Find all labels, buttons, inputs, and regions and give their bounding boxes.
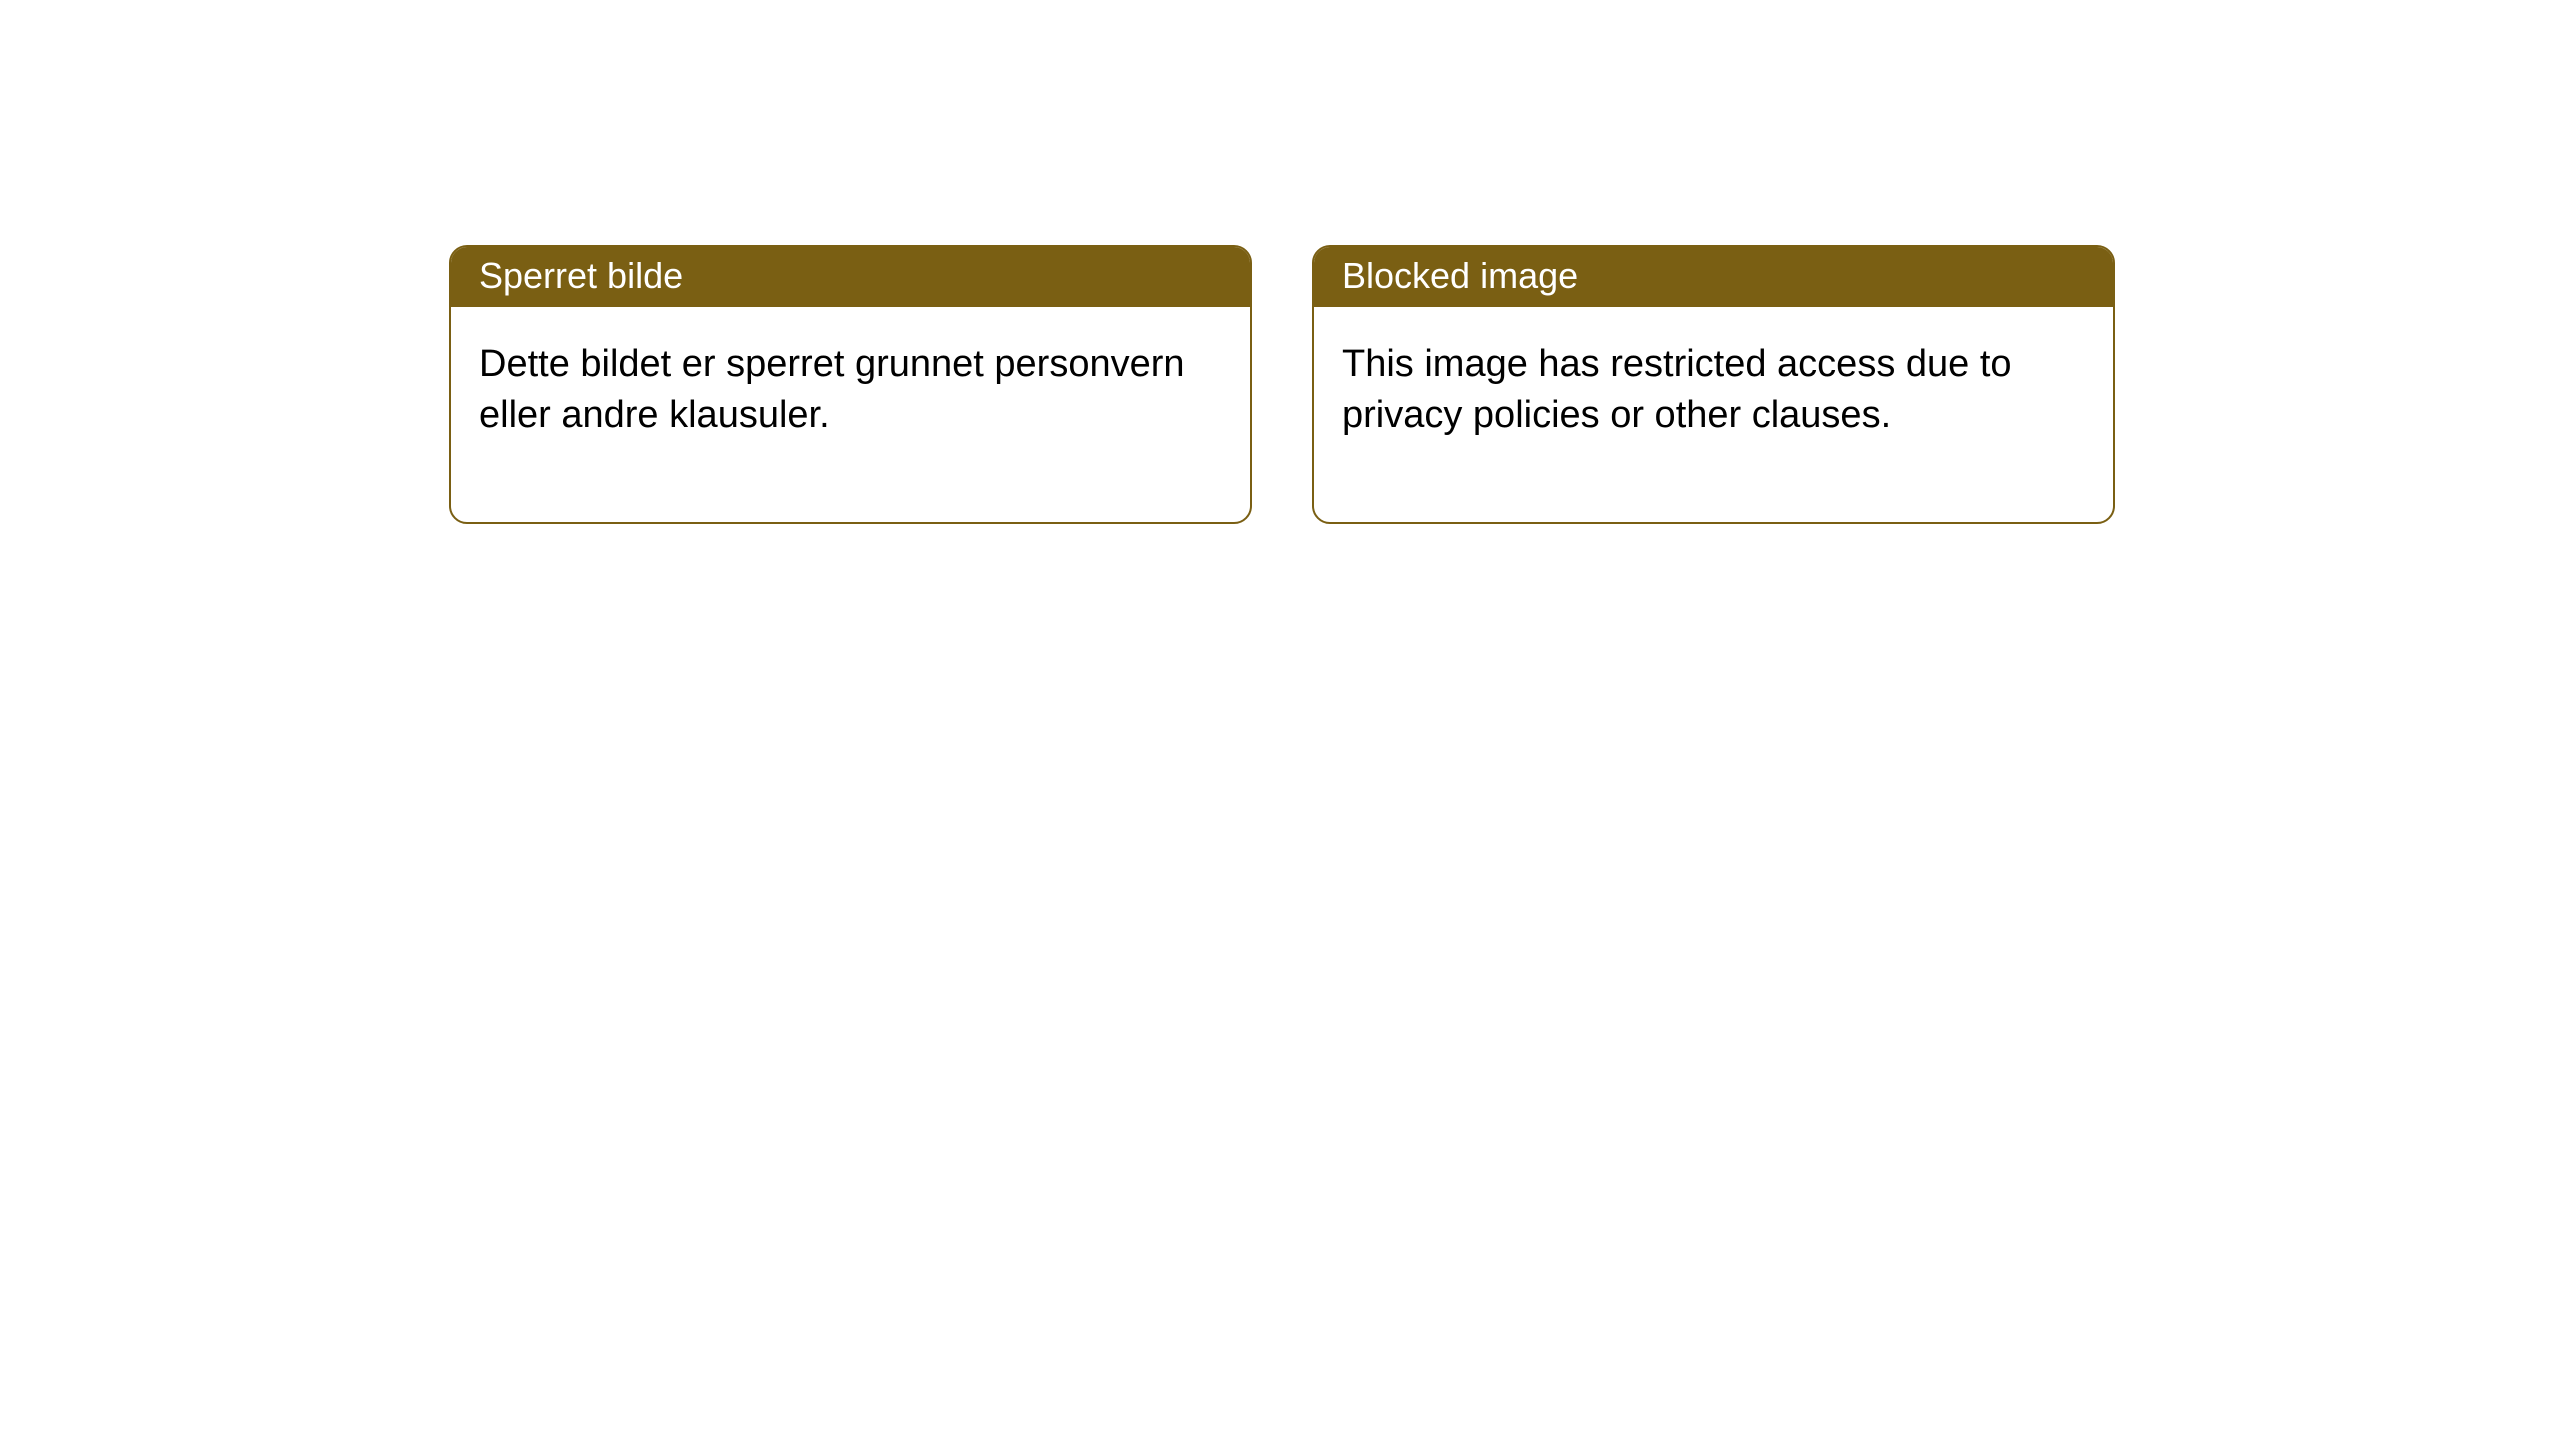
notice-body-english: This image has restricted access due to … <box>1314 307 2113 522</box>
notice-title-english: Blocked image <box>1314 247 2113 307</box>
notice-card-norwegian: Sperret bilde Dette bildet er sperret gr… <box>449 245 1252 524</box>
notice-card-english: Blocked image This image has restricted … <box>1312 245 2115 524</box>
notice-body-norwegian: Dette bildet er sperret grunnet personve… <box>451 307 1250 522</box>
notice-title-norwegian: Sperret bilde <box>451 247 1250 307</box>
notice-container: Sperret bilde Dette bildet er sperret gr… <box>449 245 2115 524</box>
